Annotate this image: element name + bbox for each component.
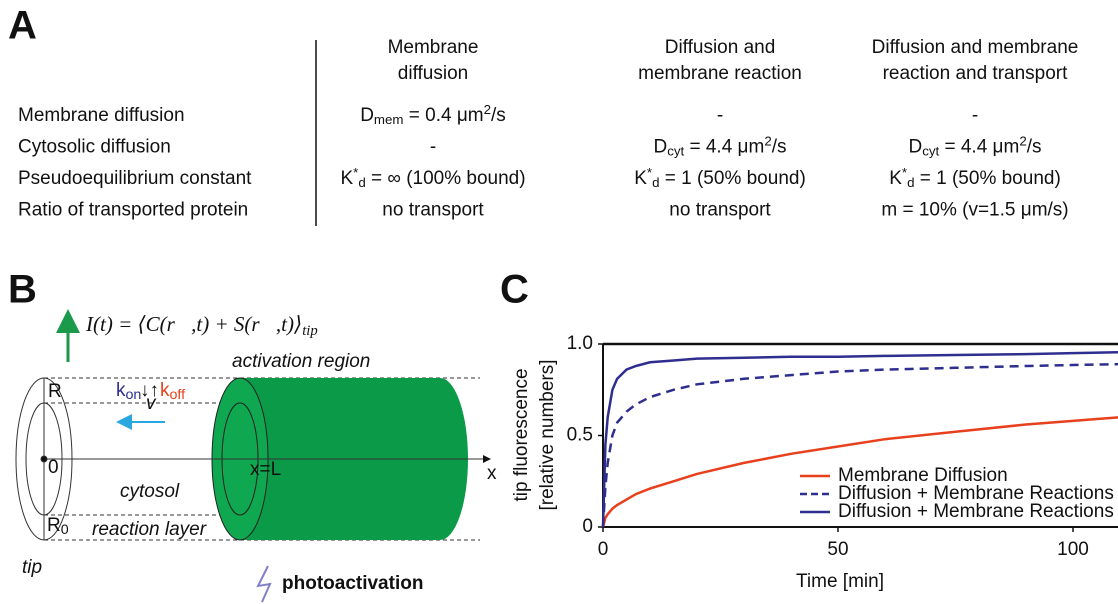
table-cell: - [717, 105, 723, 126]
panel-label: B [8, 268, 37, 312]
subscript: tip [302, 323, 318, 339]
text-run: m = 10% (v=1.5 μm/s) [881, 200, 1068, 221]
text-run: D [908, 137, 922, 158]
legend-label: Diffusion + Membrane Reactions [838, 483, 1114, 504]
diagram [15, 309, 491, 603]
table-cell: K*d = ∞ (100% bound) [340, 165, 525, 190]
table-cell: K*d = 1 (50% bound) [889, 165, 1061, 190]
panel-label: C [500, 268, 529, 312]
column-header: membrane reaction [638, 63, 802, 84]
cytosol-label: cytosol [120, 481, 180, 502]
x-tick-label: 50 [827, 539, 848, 560]
subscript: d [358, 175, 365, 190]
text-run: = 0.4 μm [403, 105, 483, 126]
text-run: R [47, 515, 61, 536]
text-run: I(t) = ⟨C(r⃗,t) + S(r⃗,t)⟩ [85, 312, 302, 336]
legend-label: Diffusion + Membrane Reactions + Transpo… [838, 501, 1118, 522]
subscript: d [907, 175, 914, 190]
y-tick-label: 0 [582, 516, 593, 537]
text-run: no transport [382, 200, 484, 221]
x-tick-label: 0 [598, 539, 609, 560]
panel-label: A [8, 4, 37, 48]
y-axis-title: tip fluorescence [511, 368, 532, 501]
region-label: activation region [232, 351, 370, 372]
text-run: /s [772, 137, 787, 158]
subscript: mem [374, 112, 404, 127]
table-cell: - [430, 137, 436, 158]
tip-label: tip [22, 557, 42, 578]
text-run: K [889, 168, 902, 189]
x-axis-title: Time [min] [796, 571, 884, 592]
text-run: /s [491, 105, 506, 126]
origin-label: 0 [48, 457, 59, 478]
table-cell: Dcyt = 4.4 μm2/s [653, 134, 786, 159]
column-header: reaction and transport [883, 63, 1069, 84]
text-run: K [634, 168, 647, 189]
y-axis-title: [relative numbers] [537, 359, 558, 510]
photoactivation-label: photoactivation [282, 573, 423, 594]
table-cell: - [972, 105, 978, 126]
supscript: * [647, 165, 652, 180]
text-run: D [653, 137, 667, 158]
column-header: Diffusion and [665, 37, 776, 58]
text-run: no transport [669, 200, 771, 221]
table-cell: m = 10% (v=1.5 μm/s) [881, 200, 1068, 221]
subscript: cyt [667, 144, 684, 159]
layer-label: reaction layer [92, 519, 207, 540]
subscript: d [652, 175, 659, 190]
table-cell: no transport [669, 200, 771, 221]
text-run: = 1 (50% bound) [659, 168, 805, 189]
data-line [601, 350, 1118, 528]
rate-on: kon [116, 380, 141, 403]
column-header: Membrane [388, 37, 479, 58]
text-run: D [360, 105, 374, 126]
text-run: - [430, 137, 436, 158]
text-run: /s [1027, 137, 1042, 158]
x-end-label: x=L [250, 459, 281, 480]
formula: I(t) = ⟨C(r⃗,t) + S(r⃗,t)⟩tip [85, 312, 318, 339]
table-cell: no transport [382, 200, 484, 221]
text-run: - [972, 105, 978, 126]
supscript: * [353, 165, 358, 180]
table-cell: K*d = 1 (50% bound) [634, 165, 806, 190]
row-label: Ratio of transported protein [18, 200, 248, 221]
x-axis-label: x [487, 463, 497, 484]
text-run: - [717, 105, 723, 126]
y-tick-label: 1.0 [567, 333, 593, 354]
subscript: on [126, 387, 142, 403]
radius-label: R [48, 381, 62, 402]
subscript: off [170, 387, 186, 403]
row-label: Cytosolic diffusion [18, 137, 171, 158]
x-tick-label: 100 [1057, 539, 1089, 560]
row-label: Pseudoequilibrium constant [18, 168, 252, 189]
y-tick-label: 0.5 [567, 425, 593, 446]
text-run: = ∞ (100% bound) [366, 168, 526, 189]
column-header: diffusion [398, 63, 468, 84]
row-label: Membrane diffusion [18, 105, 185, 126]
supscript: 2 [1019, 134, 1026, 149]
text-run: = 1 (50% bound) [914, 168, 1060, 189]
data-line [601, 362, 1118, 528]
inner-radius-label: R0 [47, 515, 69, 538]
text-run: = 4.4 μm [939, 137, 1019, 158]
subscript: cyt [922, 144, 939, 159]
legend-label: Membrane Diffusion [838, 465, 1008, 486]
rate-arrows: ↓↑ [140, 380, 159, 401]
table-cell: Dmem = 0.4 μm2/s [360, 102, 506, 127]
supscript: 2 [484, 102, 491, 117]
supscript: * [902, 165, 907, 180]
text-run: K [340, 168, 353, 189]
column-header: Diffusion and membrane [872, 37, 1079, 58]
text-run: k [116, 380, 126, 401]
rate-off: koff [160, 380, 185, 403]
table-cell: Dcyt = 4.4 μm2/s [908, 134, 1041, 159]
velocity-label: v [146, 393, 157, 414]
data-line [601, 416, 1118, 528]
text-run: k [160, 380, 170, 401]
supscript: 2 [764, 134, 771, 149]
subscript: 0 [61, 522, 69, 538]
text-run: = 4.4 μm [684, 137, 764, 158]
